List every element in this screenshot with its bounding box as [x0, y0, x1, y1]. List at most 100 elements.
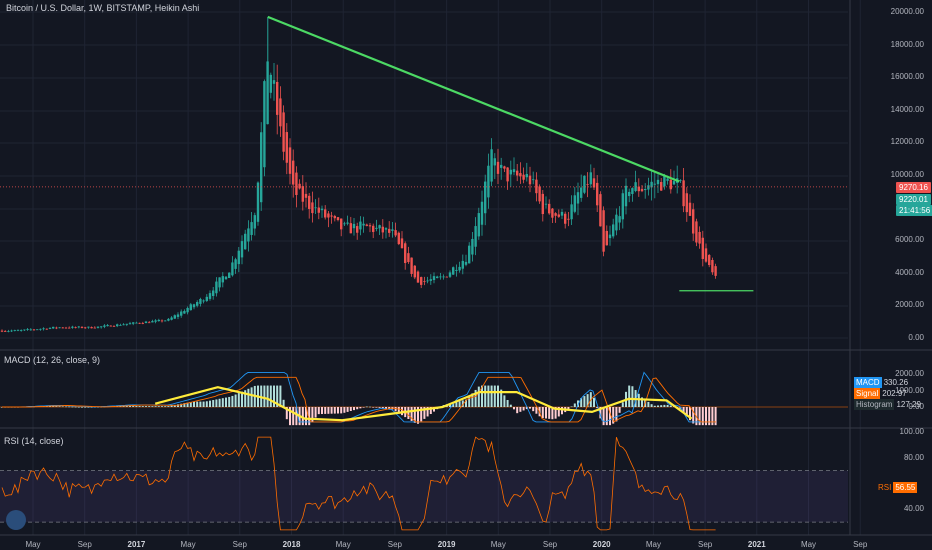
macd-bar	[653, 405, 656, 407]
macd-legend-item: MACD 330.26	[854, 377, 909, 388]
macd-bar	[279, 385, 282, 407]
macd-bar	[311, 407, 314, 422]
macd-bar	[266, 385, 269, 407]
candle-body	[170, 317, 173, 320]
candle-body	[119, 324, 122, 326]
candle-body	[55, 327, 58, 329]
macd-bar	[81, 407, 83, 408]
macd-bar	[525, 407, 528, 410]
macd-bar	[337, 407, 339, 414]
macd-bar	[180, 403, 183, 407]
candle-body	[224, 276, 228, 280]
macd-bar	[394, 407, 397, 412]
macd-bar	[458, 401, 461, 407]
macd-bar	[295, 407, 298, 426]
candle-body	[4, 331, 7, 332]
candle-body	[400, 238, 404, 249]
macd-bar	[273, 385, 275, 407]
candle-body	[106, 325, 109, 327]
candle-body	[148, 322, 151, 324]
candle-body	[362, 223, 365, 226]
rsi-tick-label: 40.00	[903, 504, 924, 514]
macd-bar	[692, 407, 695, 424]
candle-body	[538, 186, 541, 202]
candle-body	[548, 203, 551, 214]
candle-body	[199, 298, 202, 304]
macd-bar	[423, 407, 426, 419]
candle-body	[343, 223, 346, 225]
candle-body	[692, 209, 695, 234]
macd-bar	[135, 406, 138, 407]
macd-bar	[202, 401, 205, 407]
candle-body	[116, 324, 119, 327]
candle-body	[656, 179, 660, 185]
price-tick-label: 10000.00	[890, 170, 924, 179]
macd-bar	[413, 407, 416, 423]
candle-body	[0, 330, 4, 332]
macd-bar	[455, 401, 458, 407]
macd-bar	[519, 407, 522, 412]
macd-drawing-curve	[154, 386, 693, 422]
candle-body	[605, 230, 608, 246]
candle-body	[516, 170, 519, 176]
tradingview-logo[interactable]	[6, 510, 26, 530]
macd-bar	[410, 407, 413, 421]
macd-bar	[506, 400, 509, 407]
macd-bar	[301, 407, 304, 426]
candle-body	[141, 322, 144, 324]
candle-body	[375, 227, 378, 229]
candle-body	[660, 182, 663, 191]
candle-body	[445, 276, 448, 278]
candle-body	[74, 327, 77, 329]
candle-body	[602, 210, 605, 252]
candle-body	[39, 328, 42, 330]
macd-bar	[593, 397, 595, 407]
macd-bar	[378, 407, 381, 408]
candle-body	[240, 241, 244, 258]
candle-body	[688, 202, 692, 216]
macd-bar	[397, 407, 400, 414]
macd-bar	[205, 401, 208, 407]
macd-bar	[605, 407, 608, 426]
candle-body	[132, 322, 135, 324]
price-tick-label: 0.00	[908, 333, 924, 342]
candle-body	[560, 211, 564, 216]
candle-body	[647, 185, 650, 190]
price-tag: 9270.16	[896, 182, 931, 193]
macd-bar	[628, 385, 631, 407]
candle-body	[212, 290, 215, 297]
macd-legend-item: Signal 202.97	[854, 388, 907, 399]
candle-body	[458, 266, 461, 271]
candle-body	[612, 224, 615, 237]
candle-body	[589, 172, 592, 185]
macd-tick-label: 0.00	[908, 402, 924, 411]
macd-bar	[349, 407, 352, 412]
macd-bar	[215, 399, 218, 407]
macd-bar	[541, 407, 544, 419]
price-tick-label: 14000.00	[890, 104, 924, 114]
candle-body	[452, 267, 455, 275]
macd-bar	[557, 407, 560, 417]
macd-bar	[529, 407, 531, 409]
macd-bar	[199, 401, 202, 407]
macd-bar	[228, 396, 231, 407]
candle-body	[48, 327, 52, 329]
candle-body	[461, 260, 464, 269]
candle-body	[61, 327, 64, 329]
macd-bar	[618, 407, 621, 413]
macd-bar	[663, 404, 666, 407]
macd-bar	[196, 401, 199, 407]
candle-body	[23, 329, 26, 331]
candle-body	[144, 321, 148, 324]
macd-bar	[125, 406, 128, 407]
candle-body	[96, 326, 100, 328]
macd-bar	[330, 407, 333, 414]
candle-body	[346, 222, 349, 224]
candle-body	[304, 193, 308, 198]
macd-bar	[68, 406, 71, 408]
macd-bar	[186, 402, 189, 407]
time-tick-label: Sep	[697, 540, 713, 549]
candle-body	[525, 174, 528, 178]
candle-body	[634, 182, 637, 192]
